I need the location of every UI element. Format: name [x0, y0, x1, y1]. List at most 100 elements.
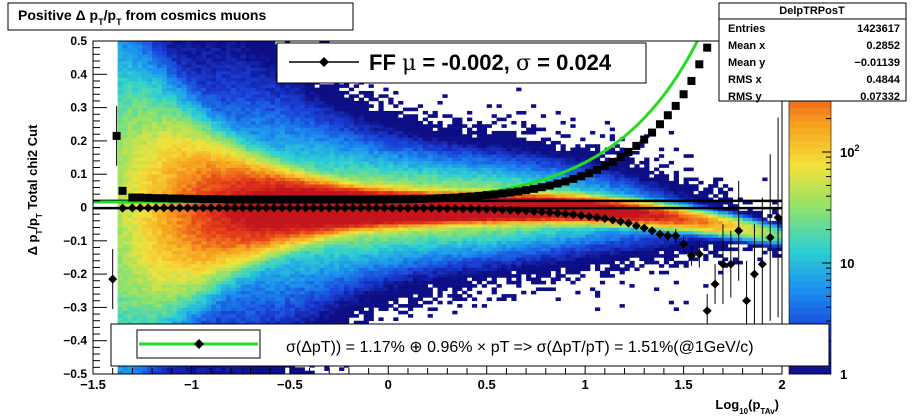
heatmap-cell: [250, 94, 256, 98]
heatmap-cell: [132, 320, 138, 325]
heatmap-cell: [270, 87, 276, 92]
heatmap-cell: [156, 134, 163, 138]
heatmap-cell: [275, 187, 281, 192]
heatmap-cell: [329, 220, 335, 225]
heatmap-cell: [260, 300, 266, 305]
heatmap-cell: [186, 94, 192, 98]
heatmap-cell: [122, 277, 128, 282]
heatmap-cell: [304, 240, 310, 245]
heatmap-cell: [255, 87, 261, 92]
heatmap-cell: [373, 130, 379, 135]
heatmap-cell: [152, 240, 158, 245]
heatmap-cell: [122, 217, 128, 222]
heatmap-cell: [240, 270, 246, 275]
heatmap-cell: [147, 110, 153, 115]
heatmap-cell: [142, 114, 148, 118]
heatmap-cell: [171, 67, 177, 72]
heatmap-cell: [265, 267, 271, 272]
heatmap-cell: [348, 157, 355, 162]
heatmap-cell: [358, 117, 364, 122]
heatmap-cell: [142, 317, 148, 322]
heatmap-cell: [280, 184, 286, 188]
heatmap-cell: [260, 187, 266, 192]
heatmap-cell: [250, 210, 256, 215]
heatmap-cell: [127, 164, 133, 168]
heatmap-cell: [260, 277, 266, 282]
heatmap-cell: [206, 314, 212, 318]
heatmap-cell: [156, 217, 163, 222]
heatmap-cell: [334, 160, 340, 165]
heatmap-cell: [171, 170, 177, 175]
heatmap-cell: [152, 114, 158, 118]
heatmap-cell: [235, 110, 241, 115]
heatmap-cell: [211, 214, 217, 218]
heatmap-cell: [265, 180, 271, 185]
heatmap-cell: [255, 100, 261, 105]
heatmap-cell: [186, 144, 192, 148]
heatmap-cell: [240, 280, 246, 285]
heatmap-cell: [132, 57, 138, 62]
heatmap-cell: [122, 184, 128, 188]
heatmap-cell: [181, 187, 187, 192]
heatmap-cell: [250, 320, 256, 325]
heatmap-cell: [211, 227, 217, 232]
heatmap-cell: [270, 170, 276, 175]
heatmap-cell: [270, 210, 276, 215]
heatmap-cell: [132, 90, 138, 95]
heatmap-cell: [378, 264, 384, 268]
heatmap-cell: [127, 290, 133, 295]
heatmap-cell: [334, 314, 340, 318]
heatmap-cell: [358, 107, 364, 112]
heatmap-cell: [132, 304, 138, 308]
heatmap-cell: [280, 174, 286, 178]
heatmap-cell: [334, 244, 340, 248]
heatmap-cell: [181, 177, 187, 182]
heatmap-cell: [294, 287, 300, 292]
heatmap-cell: [196, 237, 202, 242]
heatmap-cell: [137, 100, 143, 105]
heatmap-cell: [147, 257, 153, 262]
heatmap-cell: [117, 267, 123, 272]
heatmap-cell: [240, 317, 246, 322]
heatmap-cell: [240, 260, 246, 265]
heatmap-cell: [240, 227, 246, 232]
heatmap-cell: [137, 320, 143, 325]
heatmap-cell: [235, 157, 241, 162]
heatmap-cell: [152, 44, 158, 48]
heatmap-cell: [245, 104, 251, 108]
heatmap-cell: [235, 264, 241, 268]
heatmap-cell: [260, 150, 266, 155]
heatmap-cell: [186, 50, 192, 55]
heatmap-cell: [216, 190, 222, 195]
heatmap-cell: [280, 280, 286, 285]
heatmap-cell: [309, 134, 315, 138]
heatmap-cell: [358, 167, 364, 172]
heatmap-cell: [304, 300, 310, 305]
heatmap-cell: [339, 114, 345, 118]
heatmap-cell: [206, 224, 212, 228]
heatmap-cell: [156, 47, 163, 52]
heatmap-cell: [201, 100, 207, 105]
heatmap-cell: [245, 370, 251, 374]
heatmap-cell: [181, 50, 187, 55]
heatmap-cell: [260, 310, 266, 315]
heatmap-cell: [294, 290, 300, 295]
heatmap-cell: [235, 97, 241, 102]
heatmap-cell: [161, 237, 168, 242]
heatmap-cell: [240, 214, 246, 218]
heatmap-cell: [373, 257, 379, 262]
heatmap-cell: [358, 144, 364, 148]
heatmap-cell: [186, 54, 192, 58]
heatmap-cell: [348, 250, 355, 255]
heatmap-cell: [260, 127, 266, 132]
heatmap-cell: [260, 77, 266, 82]
heatmap-cell: [324, 90, 330, 95]
heatmap-cell: [260, 297, 266, 302]
heatmap-cell: [181, 304, 187, 308]
heatmap-cell: [216, 257, 222, 262]
heatmap-cell: [245, 264, 251, 268]
heatmap-cell: [265, 140, 271, 145]
heatmap-cell: [137, 264, 143, 268]
heatmap-cell: [132, 134, 138, 138]
heatmap-cell: [161, 50, 168, 55]
